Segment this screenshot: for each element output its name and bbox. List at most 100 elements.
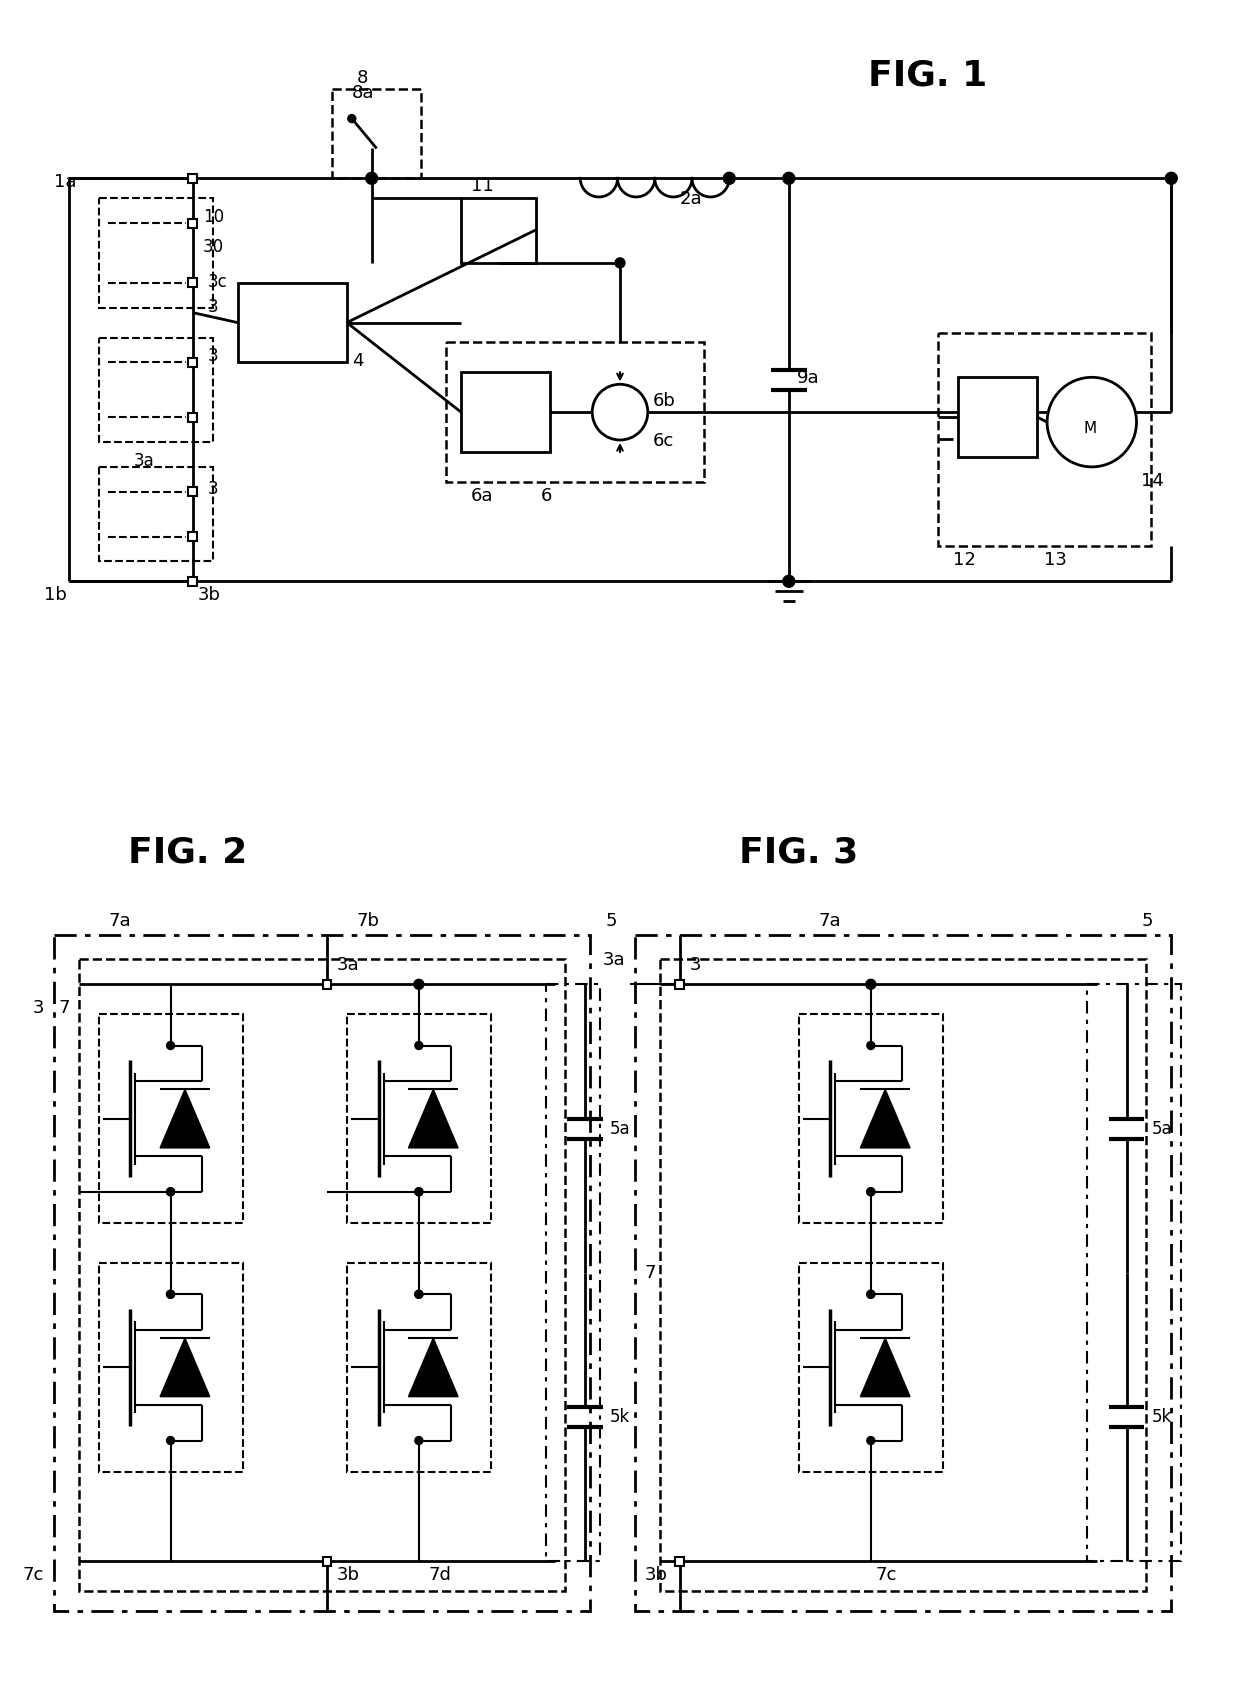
Bar xyxy=(347,1014,491,1224)
Circle shape xyxy=(867,1290,874,1298)
Text: FIG. 1: FIG. 1 xyxy=(868,59,987,93)
Bar xyxy=(98,1014,243,1224)
Circle shape xyxy=(867,1290,874,1298)
Bar xyxy=(799,1014,942,1224)
Bar xyxy=(546,984,600,1561)
Text: −: − xyxy=(613,397,627,415)
Text: 7a: 7a xyxy=(108,912,131,930)
Text: 5a: 5a xyxy=(1152,1119,1172,1138)
Text: 7d: 7d xyxy=(429,1566,451,1585)
Text: 7: 7 xyxy=(645,1264,656,1281)
Bar xyxy=(332,89,422,179)
Text: 1a: 1a xyxy=(53,174,77,191)
Polygon shape xyxy=(408,1339,458,1396)
Text: 1b: 1b xyxy=(43,586,67,604)
Circle shape xyxy=(1047,378,1137,468)
Circle shape xyxy=(166,1290,175,1298)
Polygon shape xyxy=(160,1089,210,1148)
Circle shape xyxy=(867,1188,874,1195)
Text: 3c: 3c xyxy=(208,273,227,290)
Circle shape xyxy=(415,1436,423,1445)
Circle shape xyxy=(867,1436,874,1445)
Text: 3: 3 xyxy=(208,297,218,316)
Circle shape xyxy=(415,1290,423,1298)
Circle shape xyxy=(782,576,795,587)
Circle shape xyxy=(348,115,356,123)
Bar xyxy=(675,1556,684,1566)
Text: 9a: 9a xyxy=(797,370,820,387)
Bar xyxy=(322,1556,331,1566)
Circle shape xyxy=(867,1041,874,1050)
Text: 5a: 5a xyxy=(610,1119,631,1138)
Bar xyxy=(188,279,197,287)
Bar xyxy=(675,979,684,989)
Circle shape xyxy=(366,172,378,184)
Text: 2a: 2a xyxy=(680,191,702,208)
Text: 3b: 3b xyxy=(337,1566,360,1585)
Text: M: M xyxy=(1084,420,1097,436)
Circle shape xyxy=(415,1290,423,1298)
Text: 6: 6 xyxy=(541,486,552,505)
Circle shape xyxy=(867,1188,874,1195)
Bar xyxy=(78,959,565,1592)
Circle shape xyxy=(166,1436,175,1445)
Bar xyxy=(188,412,197,422)
Circle shape xyxy=(166,1290,175,1298)
Circle shape xyxy=(415,1188,423,1195)
Text: 3a: 3a xyxy=(337,957,360,974)
Text: 30: 30 xyxy=(203,238,224,257)
Text: 3: 3 xyxy=(208,348,218,366)
Bar xyxy=(1086,984,1182,1561)
Circle shape xyxy=(166,1041,175,1050)
Circle shape xyxy=(723,172,735,184)
Text: 7a: 7a xyxy=(818,912,841,930)
Bar xyxy=(98,197,213,307)
Bar xyxy=(957,378,1037,457)
Bar xyxy=(660,959,1147,1592)
Text: 3b: 3b xyxy=(198,586,221,604)
Polygon shape xyxy=(861,1339,910,1396)
Text: 14: 14 xyxy=(1142,473,1164,490)
Text: FIG. 3: FIG. 3 xyxy=(739,836,858,869)
Text: 3b: 3b xyxy=(645,1566,668,1585)
Text: 5k: 5k xyxy=(1152,1408,1172,1426)
Text: 8a: 8a xyxy=(352,84,374,101)
Text: 8: 8 xyxy=(357,69,368,86)
Text: 11: 11 xyxy=(471,177,494,196)
Text: 13: 13 xyxy=(1044,552,1066,569)
Polygon shape xyxy=(408,1089,458,1148)
Bar xyxy=(188,219,197,228)
Bar xyxy=(635,935,1172,1610)
Bar xyxy=(322,979,331,989)
Text: 7c: 7c xyxy=(22,1566,43,1585)
Text: 7: 7 xyxy=(58,999,71,1018)
Bar xyxy=(799,1263,942,1472)
Bar xyxy=(188,358,197,366)
Circle shape xyxy=(415,1041,423,1050)
Text: 10: 10 xyxy=(203,208,224,226)
Bar xyxy=(461,373,551,452)
Circle shape xyxy=(414,979,424,989)
Text: 6a: 6a xyxy=(471,486,494,505)
Bar xyxy=(98,338,213,442)
Circle shape xyxy=(866,979,875,989)
Text: 5: 5 xyxy=(1142,912,1153,930)
Polygon shape xyxy=(861,1089,910,1148)
Bar xyxy=(53,935,590,1610)
Circle shape xyxy=(166,1188,175,1195)
Text: 3: 3 xyxy=(32,999,43,1018)
Text: 3a: 3a xyxy=(603,952,625,969)
Text: 7c: 7c xyxy=(875,1566,898,1585)
Bar xyxy=(98,1263,243,1472)
Bar xyxy=(347,1263,491,1472)
Circle shape xyxy=(1166,172,1177,184)
Text: 3a: 3a xyxy=(133,452,154,469)
Polygon shape xyxy=(160,1339,210,1396)
Bar xyxy=(188,532,197,540)
Bar xyxy=(188,174,197,182)
Text: 3: 3 xyxy=(689,957,701,974)
Bar xyxy=(188,577,197,586)
Circle shape xyxy=(782,172,795,184)
Text: 3: 3 xyxy=(208,479,218,498)
Text: 6b: 6b xyxy=(652,392,676,410)
